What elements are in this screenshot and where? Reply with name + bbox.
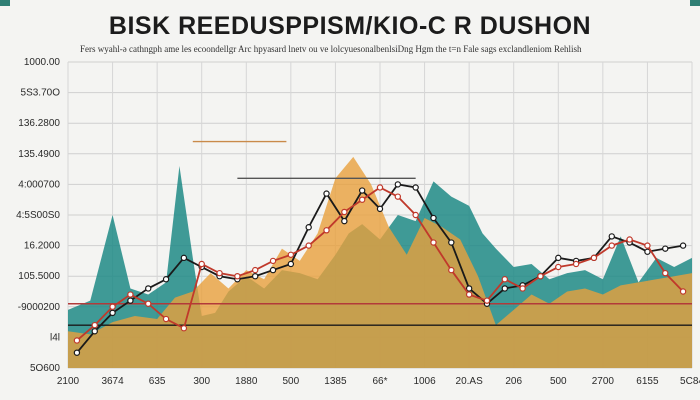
data-point [555,254,562,262]
x-tick-label: 300 [193,376,210,387]
data-point [91,328,98,335]
data-point [234,273,241,280]
data-point [590,254,598,262]
x-tick-label: 635 [149,376,166,387]
data-point [323,190,330,197]
data-point [251,266,259,274]
y-tick-label: 136.2800 [18,118,60,129]
y-tick-label: l4l [50,332,60,343]
data-point [341,217,348,225]
y-tick-label: 105.5000 [18,271,60,282]
data-point [162,276,170,283]
chart-subtitle: Fers wyahl-ə cathngph ame les ecoondellg… [80,44,582,54]
chart-title: BISK REEDUSPPISM/KIO-C R DUSHON [108,12,592,40]
x-tick-label: 66* [372,376,387,387]
data-point [376,205,384,213]
y-tick-label: 135.4900 [18,149,60,160]
area-series-1 [68,156,692,368]
data-point [180,325,188,332]
data-point [376,184,384,191]
data-point [198,260,205,268]
data-point [430,239,437,246]
data-point [679,288,687,295]
data-point [109,309,116,317]
line-series [73,181,687,356]
data-point [358,196,366,203]
x-tick-label: 500 [283,376,300,387]
y-tick-label: 4:5S00S0 [16,210,60,221]
corner-accent-left [0,0,10,6]
data-point [269,266,277,274]
data-point [572,260,580,268]
y-tick-label: -9000200 [18,302,61,313]
x-tick-label: 6155 [636,376,659,387]
data-point [555,263,562,271]
y-tick-label: 16.2000 [24,241,61,252]
data-point [358,187,366,194]
data-point [644,242,651,249]
y-tick-label: 4:000700 [18,179,60,190]
x-tick-label: 1385 [324,376,347,387]
x-axis-ticks: 2100 3674 635 300 1880 500 1385 66* 1006 20.AS 206… [57,376,700,387]
data-point [483,297,491,304]
data-point [537,273,544,280]
area-series [68,156,692,368]
x-tick-label: 1006 [413,376,436,387]
data-point [251,273,259,280]
y-tick-label: 1000.00 [24,57,61,68]
data-point [662,269,669,277]
data-point [127,291,134,298]
data-point [323,227,330,234]
data-point [608,233,615,240]
data-point [216,269,223,277]
data-point [626,236,633,243]
data-point [287,260,295,268]
data-point [608,242,615,249]
data-point [394,181,402,188]
data-point [73,337,81,344]
data-point [73,349,81,356]
x-tick-label: 206 [505,376,522,387]
data-point [465,285,473,292]
data-point [679,242,687,249]
data-point [269,257,277,265]
y-axis-ticks: 1000.00 5S3.70O 136.2800 135.4900 4:000700 4:… [16,57,60,374]
data-point [145,300,152,307]
x-tick-label: 2100 [57,376,80,387]
data-point [305,224,312,231]
data-point [91,321,98,329]
data-point [180,254,188,262]
data-point [448,239,455,246]
corner-accent-right [690,0,700,6]
data-point [394,193,402,200]
data-point [341,208,348,216]
y-tick-label: 5S3.70O [21,88,61,99]
x-tick-label: 2700 [592,376,615,387]
x-tick-label: 500 [550,376,567,387]
y-tick-label: 5O600 [30,363,60,374]
x-tick-label: 3674 [101,376,124,387]
data-point [501,285,508,292]
data-point [412,211,419,219]
data-point [430,214,437,222]
data-point [501,276,508,283]
data-point [287,251,295,258]
data-point [305,242,312,249]
data-point [127,297,134,304]
data-point [465,291,473,298]
data-point [162,315,170,323]
data-point [145,285,152,292]
x-tick-label: 20.AS [456,376,484,387]
data-point [109,303,116,310]
x-tick-label: 5C84 [680,376,700,387]
data-point [412,184,419,191]
data-point [644,248,651,255]
reference-lines [68,140,692,326]
data-point [519,285,526,292]
data-point [662,245,669,252]
data-point [448,266,455,274]
x-tick-label: 1880 [235,376,258,387]
